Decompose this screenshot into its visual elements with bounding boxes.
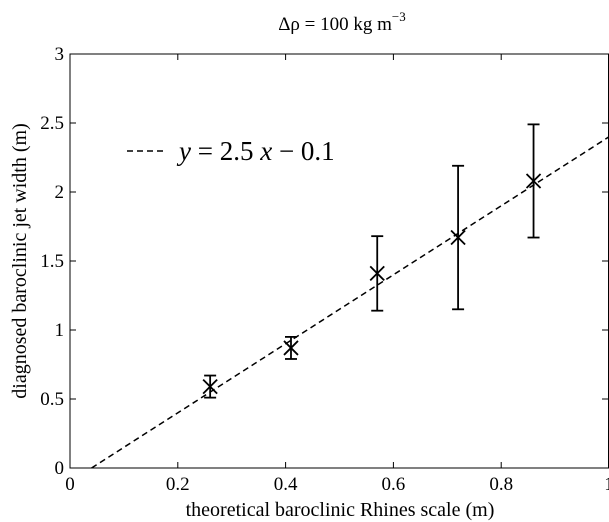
legend-eq-mid: = 2.5 <box>191 136 260 166</box>
legend-eq-end: − 0.1 <box>272 136 334 166</box>
x-axis-label: theoretical baroclinic Rhines scale (m) <box>186 499 495 521</box>
y-tick-label: 0 <box>55 458 65 479</box>
x-tick-label: 0 <box>65 474 75 495</box>
x-marker-stroke <box>202 378 218 395</box>
fit-line <box>91 136 609 469</box>
chart-title-exponent: −3 <box>392 9 406 24</box>
x-marker-stroke <box>369 265 385 282</box>
data-point <box>369 235 385 312</box>
x-tick-label: 0.6 <box>382 474 406 495</box>
data-point <box>525 123 542 239</box>
axis-ticks: 0 0.2 0.4 0.6 0.8 1 0 0.5 1 1.5 2 2.5 3 <box>40 44 609 495</box>
x-tick-label: 0.8 <box>489 474 513 495</box>
legend-eq-x: x <box>259 136 272 166</box>
data-point <box>450 164 466 311</box>
y-tick-label: 2 <box>55 182 65 203</box>
x-tick-label: 1 <box>604 474 609 495</box>
x-tick-label: 0.4 <box>274 474 298 495</box>
y-tick-label: 3 <box>55 44 65 65</box>
y-tick-label: 0.5 <box>40 389 64 410</box>
chart-title: Δρ = 100 kg m−3 <box>278 9 406 35</box>
plot-border <box>69 53 609 469</box>
plot-frame <box>69 53 609 469</box>
y-tick-label: 1.5 <box>40 251 64 272</box>
legend-eq-y: y <box>176 136 191 166</box>
y-tick-label: 1 <box>55 320 65 341</box>
x-marker-stroke <box>283 340 299 356</box>
data-point <box>202 374 218 399</box>
x-marker-stroke <box>450 229 466 246</box>
y-axis-label: diagnosed baroclinic jet width (m) <box>9 123 31 398</box>
y-tick-label: 2.5 <box>40 113 64 134</box>
data-points <box>202 123 542 399</box>
x-tick-label: 0.2 <box>166 474 190 495</box>
legend-equation: y = 2.5 x − 0.1 <box>176 136 335 166</box>
fit-line-group <box>91 136 609 469</box>
data-point <box>283 335 299 360</box>
chart-title-base: Δρ = 100 kg m <box>278 14 392 35</box>
legend: y = 2.5 x − 0.1 <box>127 136 335 166</box>
x-marker-stroke <box>525 173 542 189</box>
